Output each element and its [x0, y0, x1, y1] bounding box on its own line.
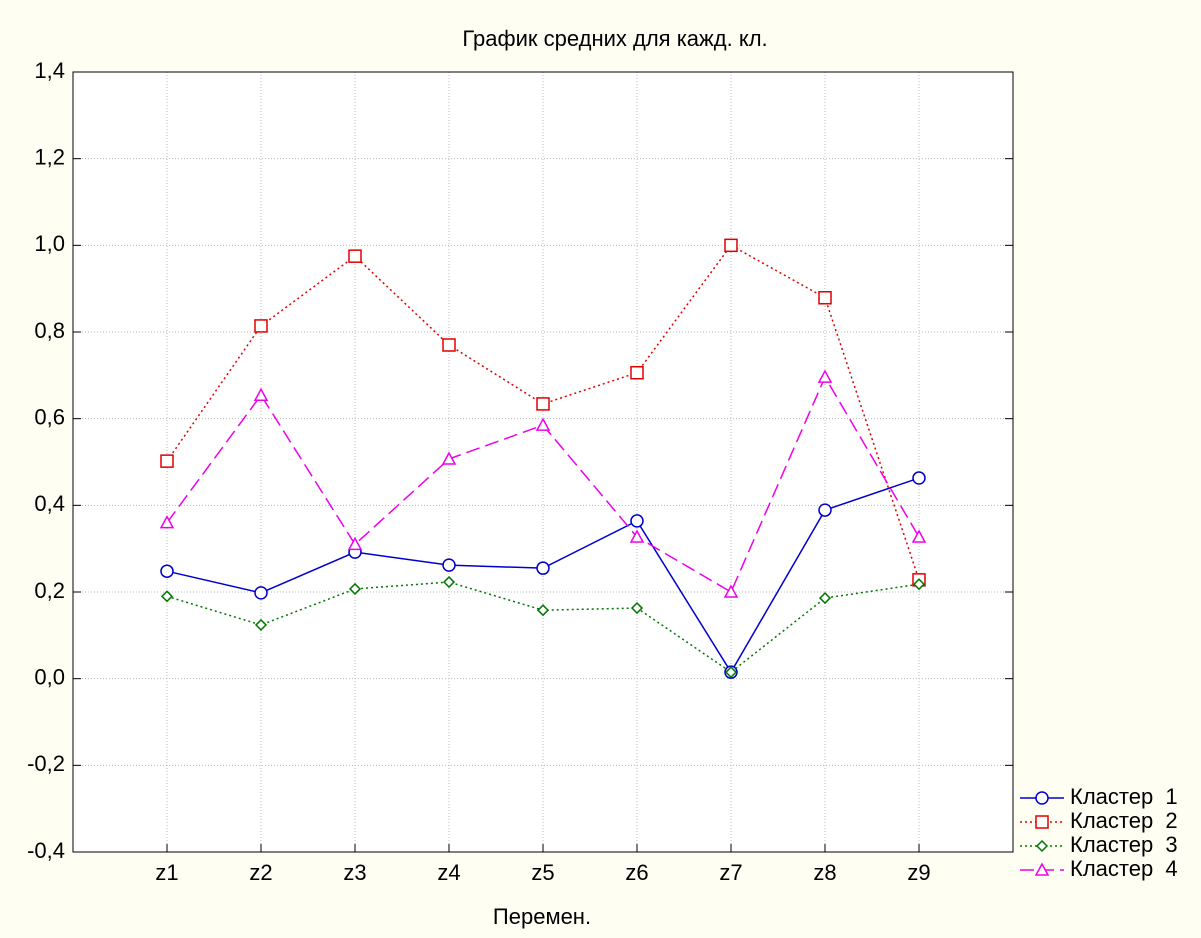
y-tick-label: 1,4	[34, 58, 65, 83]
y-tick-label: 0,8	[34, 318, 65, 343]
y-tick-label: 0,4	[34, 491, 65, 516]
x-tick-label: z4	[437, 860, 460, 885]
y-tick-label: 0,0	[34, 664, 65, 689]
point	[159, 515, 175, 529]
legend-label: Кластер 3	[1070, 832, 1178, 857]
point	[630, 514, 644, 528]
plot-border	[72, 71, 1014, 853]
point	[441, 451, 457, 465]
legend-label: Кластер 1	[1070, 784, 1178, 809]
point	[254, 618, 268, 631]
point	[630, 601, 644, 615]
point	[254, 319, 268, 333]
point	[535, 417, 551, 431]
y-tick-label: 0,6	[34, 404, 65, 429]
point	[442, 558, 456, 572]
point	[536, 561, 550, 575]
point	[818, 503, 832, 517]
legend-label: Кластер 2	[1070, 808, 1178, 833]
point	[724, 666, 738, 679]
point	[630, 365, 644, 380]
point	[348, 249, 362, 263]
point	[348, 582, 362, 596]
point	[253, 387, 269, 402]
point	[912, 578, 926, 591]
point	[442, 575, 456, 589]
x-tick-label: z1	[155, 860, 178, 885]
legend-label: Кластер 4	[1070, 856, 1178, 881]
y-tick-label: 0,2	[34, 578, 65, 603]
point	[629, 529, 645, 543]
point	[1034, 862, 1050, 876]
point	[442, 338, 456, 352]
series-line	[166, 244, 920, 581]
y-tick-label: -0,2	[27, 751, 65, 776]
x-axis-label: Перемен.	[493, 904, 591, 929]
point	[724, 238, 738, 253]
x-tick-label: z6	[625, 860, 648, 885]
point	[160, 564, 174, 578]
y-tick-label: 1,2	[34, 144, 65, 169]
point	[723, 584, 739, 598]
x-tick-label: z5	[531, 860, 554, 885]
x-tick-label: z2	[249, 860, 272, 885]
point	[536, 397, 550, 411]
point	[254, 586, 268, 600]
y-tick-label: 1,0	[34, 231, 65, 256]
point	[911, 529, 927, 543]
point	[817, 369, 833, 383]
point	[818, 291, 832, 305]
x-tick-label: z3	[343, 860, 366, 885]
point	[160, 454, 174, 468]
x-tick-label: z7	[719, 860, 742, 885]
y-tick-label: -0,4	[27, 838, 65, 863]
point	[818, 592, 832, 605]
point	[1035, 815, 1049, 829]
point	[912, 471, 926, 485]
x-tick-label: z9	[907, 860, 930, 885]
point	[347, 536, 363, 551]
point	[536, 604, 550, 617]
point	[1035, 791, 1049, 805]
x-tick-label: z8	[813, 860, 836, 885]
point	[160, 590, 174, 603]
point	[1035, 839, 1049, 853]
chart-title: График средних для кажд. кл.	[462, 26, 767, 51]
